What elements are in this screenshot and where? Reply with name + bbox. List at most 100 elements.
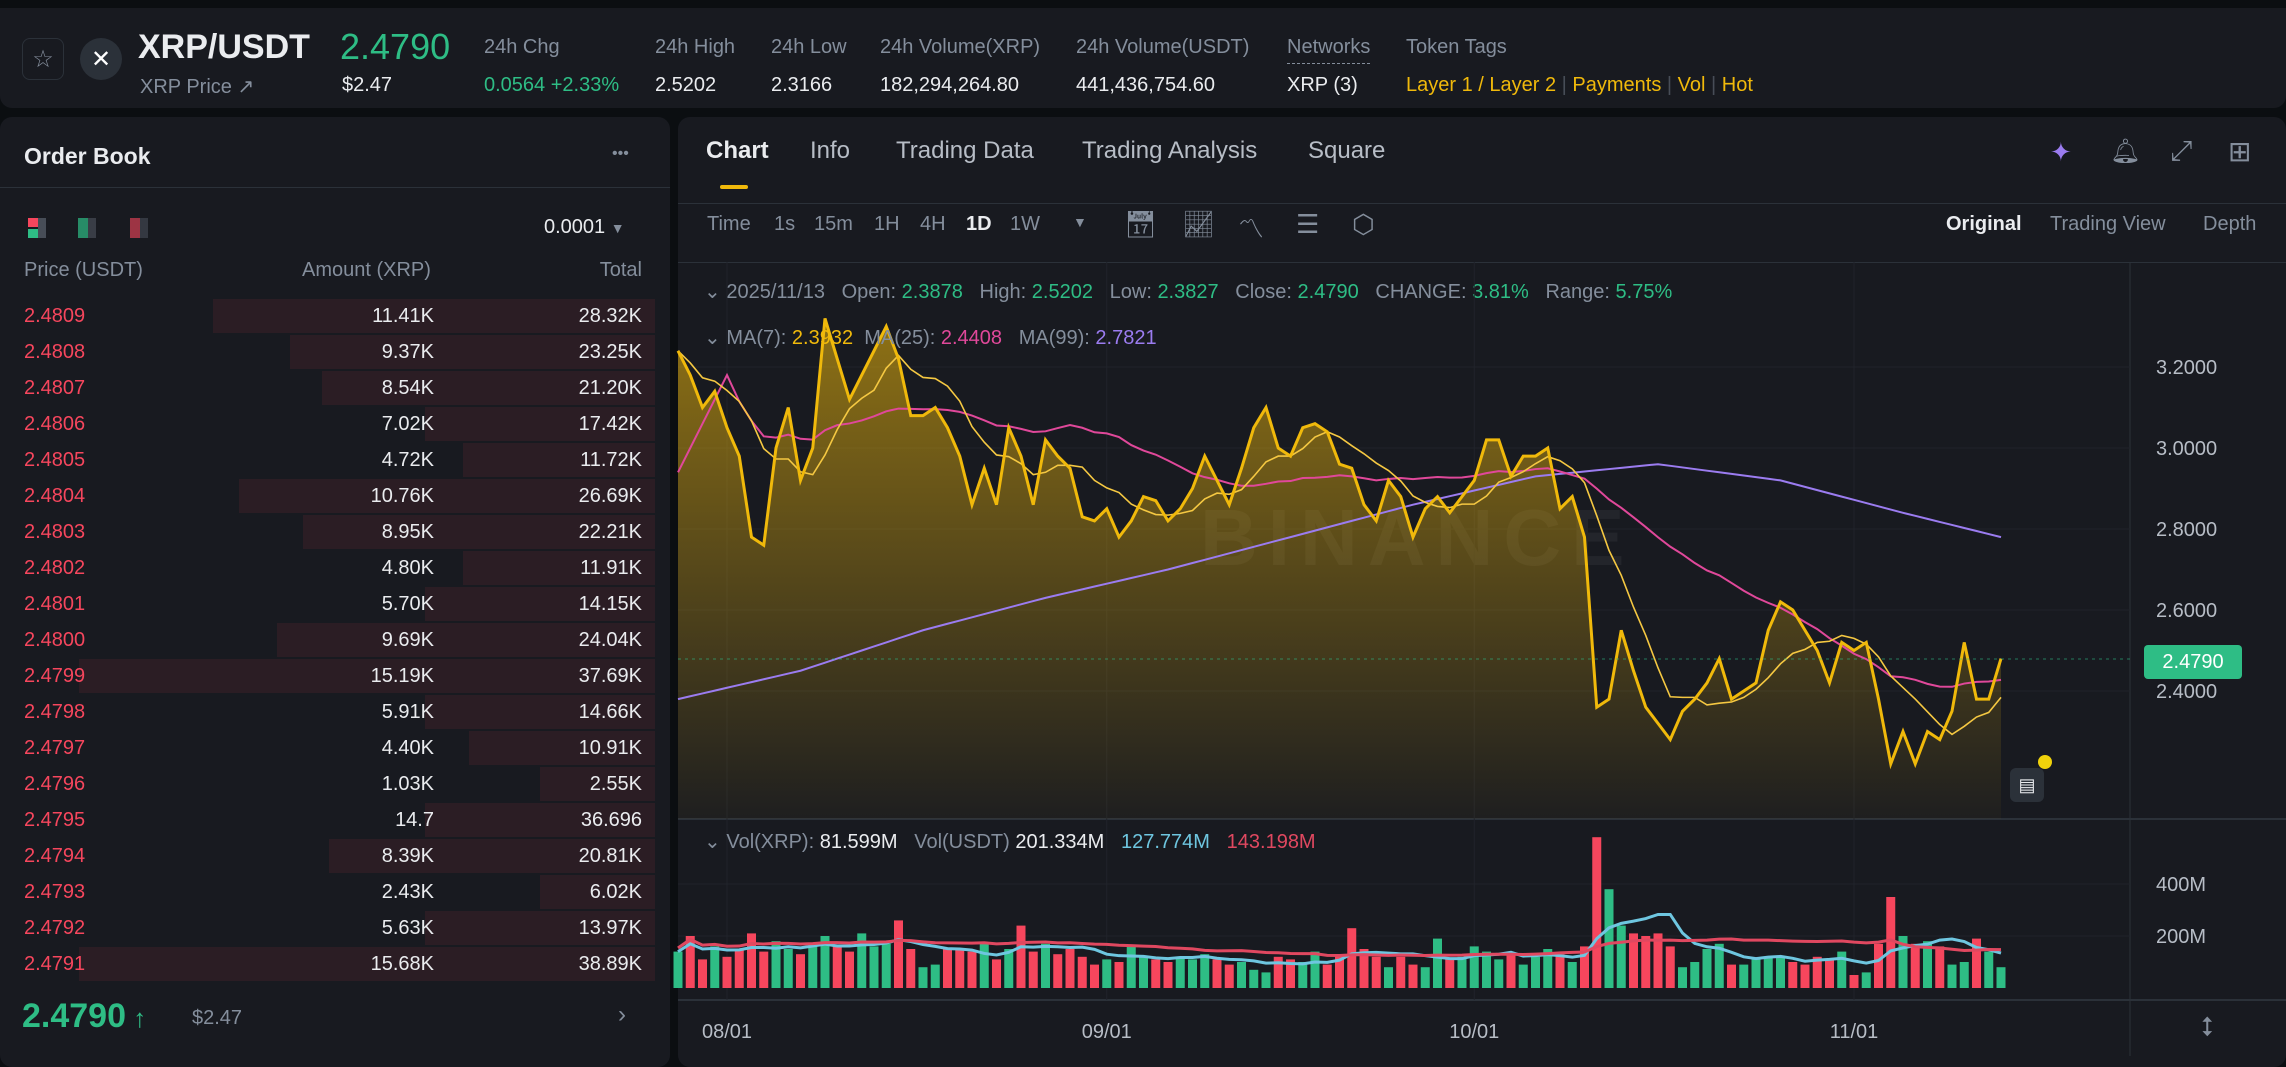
favorite-star-button[interactable]: ☆ — [22, 38, 64, 80]
chevron-down-icon: ▼ — [610, 220, 625, 236]
stat-label: Networks — [1287, 36, 1371, 64]
vol-legend: ⌄ Vol(XRP): 81.599M Vol(USDT) 201.334M 1… — [704, 831, 1316, 853]
depth-bar — [469, 731, 655, 765]
depth-bar — [303, 515, 655, 549]
stat-value[interactable]: XRP (3) — [1287, 74, 1358, 96]
interval-1D[interactable]: 1D — [966, 213, 992, 235]
stat-value: 2.5202 — [655, 74, 717, 96]
token-tags: Layer 1 / Layer 2 | Payments | Vol | Hot — [1406, 74, 1753, 96]
stat-label: 24h Chg — [484, 36, 560, 58]
interval-1W[interactable]: 1W — [1010, 213, 1040, 235]
tag-payments[interactable]: Payments — [1572, 74, 1662, 96]
depth-bar — [425, 695, 655, 729]
ask-row[interactable]: 2.4795 14.7 36.696 — [0, 803, 670, 837]
depth-bar — [239, 479, 655, 513]
stat-label: 24h Low — [771, 36, 847, 58]
chevron-right-icon[interactable]: › — [618, 1001, 626, 1028]
last-price-usd: $2.47 — [342, 74, 393, 96]
bell-icon[interactable]: 🔔︎ — [2110, 138, 2141, 165]
depth-bar — [290, 335, 655, 369]
col-amount: Amount (XRP) — [302, 259, 431, 281]
ask-row[interactable]: 2.4797 4.40K 10.91K — [0, 731, 670, 765]
view-bids-icon[interactable] — [78, 218, 96, 238]
active-tab-underline — [720, 185, 748, 189]
interval-15m[interactable]: 15m — [814, 213, 853, 235]
xrp-logo-icon: ✕ — [80, 38, 122, 80]
tag-layer[interactable]: Layer 1 / Layer 2 — [1406, 74, 1557, 96]
expand-icon[interactable]: ⤢ — [2170, 135, 2193, 166]
scale-toggle-icon[interactable]: ⭥ — [2200, 1012, 2215, 1042]
ask-row[interactable]: 2.4799 15.19K 37.69K — [0, 659, 670, 693]
col-total: Total — [599, 259, 642, 281]
order-note-icon[interactable]: ▤ — [2010, 768, 2044, 802]
ma-legend: ⌄ MA(7): 2.3932 MA(25): 2.4408 MA(99): 2… — [704, 327, 1157, 349]
ask-row[interactable]: 2.4793 2.43K 6.02K — [0, 875, 670, 909]
arrow-up-icon: ↑ — [126, 1003, 147, 1033]
interval-dropdown-icon[interactable]: ▼ — [1073, 214, 1087, 230]
ai-sparkle-icon[interactable]: ✦ — [2050, 137, 2072, 167]
tab-trading-analysis[interactable]: Trading Analysis — [1082, 137, 1258, 164]
ask-row[interactable]: 2.4794 8.39K 20.81K — [0, 839, 670, 873]
orderbook-last-price[interactable]: 2.4790 ↑ — [22, 997, 147, 1035]
precision-select[interactable]: 0.0001 ▼ — [544, 216, 625, 238]
interval-1H[interactable]: 1H — [874, 213, 900, 235]
interval-4H[interactable]: 4H — [920, 213, 946, 235]
interval-Time[interactable]: Time — [707, 213, 751, 235]
view-depth[interactable]: Depth — [2203, 213, 2257, 235]
ask-row[interactable]: 2.4803 8.95K 22.21K — [0, 515, 670, 549]
view-original[interactable]: Original — [1946, 213, 2022, 235]
ask-row[interactable]: 2.4792 5.63K 13.97K — [0, 911, 670, 945]
depth-bar — [425, 407, 655, 441]
stat-value: 2.3166 — [771, 74, 833, 96]
tab-info[interactable]: Info — [810, 137, 851, 164]
tab-chart[interactable]: Chart — [706, 137, 769, 164]
view-asks-icon[interactable] — [130, 218, 148, 238]
tab-square[interactable]: Square — [1308, 137, 1386, 164]
ask-row[interactable]: 2.4791 15.68K 38.89K — [0, 947, 670, 981]
more-options-button[interactable]: ••• — [612, 145, 629, 162]
view-both-icon[interactable] — [28, 218, 46, 238]
view-trading-view[interactable]: Trading View — [2050, 213, 2166, 235]
indicator-icon[interactable]: 📈︎ — [1182, 209, 1216, 239]
ask-row[interactable]: 2.4805 4.72K 11.72K — [0, 443, 670, 477]
ask-row[interactable]: 2.4807 8.54K 21.20K — [0, 371, 670, 405]
stat-label: 24h High — [655, 36, 736, 58]
col-price: Price (USDT) — [24, 259, 143, 281]
settings-list-icon[interactable]: ☰ — [1296, 209, 1320, 239]
depth-bar — [79, 659, 655, 693]
depth-bar — [540, 767, 655, 801]
ohlc-legend: ⌄ 2025/11/13 Open: 2.3878 High: 2.5202 L… — [704, 281, 1673, 303]
price-tag: 2.4790 — [2144, 645, 2242, 679]
ask-row[interactable]: 2.4800 9.69K 24.04K — [0, 623, 670, 657]
ask-row[interactable]: 2.4804 10.76K 26.69K — [0, 479, 670, 513]
collapse-chevron-icon[interactable]: ⌄ — [704, 831, 727, 853]
ask-row[interactable]: 2.4808 9.37K 23.25K — [0, 335, 670, 369]
ask-row[interactable]: 2.4798 5.91K 14.66K — [0, 695, 670, 729]
hexagon-settings-icon[interactable]: ⬡ — [1352, 209, 1375, 239]
tag-hot[interactable]: Hot — [1721, 74, 1753, 96]
collapse-chevron-icon[interactable]: ⌄ — [704, 327, 727, 349]
collapse-chevron-icon[interactable]: ⌄ — [704, 281, 727, 303]
pair-title: XRP/USDT — [138, 28, 310, 66]
calendar-icon[interactable]: 📅︎ — [1124, 209, 1158, 239]
stat-label: 24h Volume(XRP) — [880, 36, 1041, 58]
depth-bar — [540, 875, 655, 909]
layout-grid-icon[interactable]: ⊞ — [2228, 136, 2252, 167]
interval-1s[interactable]: 1s — [774, 213, 796, 235]
stat-value: 441,436,754.60 — [1076, 74, 1216, 96]
depth-bar — [322, 371, 655, 405]
tab-trading-data[interactable]: Trading Data — [896, 137, 1034, 164]
depth-bar — [329, 839, 655, 873]
order-book-title: Order Book — [24, 143, 151, 169]
depth-bar — [463, 443, 655, 477]
ask-row[interactable]: 2.4806 7.02K 17.42K — [0, 407, 670, 441]
price-link[interactable]: XRP Price ↗ — [140, 76, 255, 98]
ask-row[interactable]: 2.4802 4.80K 11.91K — [0, 551, 670, 585]
depth-bar — [213, 299, 655, 333]
tag-vol[interactable]: Vol — [1677, 74, 1706, 96]
ask-row[interactable]: 2.4809 11.41K 28.32K — [0, 299, 670, 333]
ask-row[interactable]: 2.4796 1.03K 2.55K — [0, 767, 670, 801]
depth-bar — [425, 911, 655, 945]
ask-row[interactable]: 2.4801 5.70K 14.15K — [0, 587, 670, 621]
chart-type-icon[interactable]: 〽 — [1238, 214, 1265, 244]
